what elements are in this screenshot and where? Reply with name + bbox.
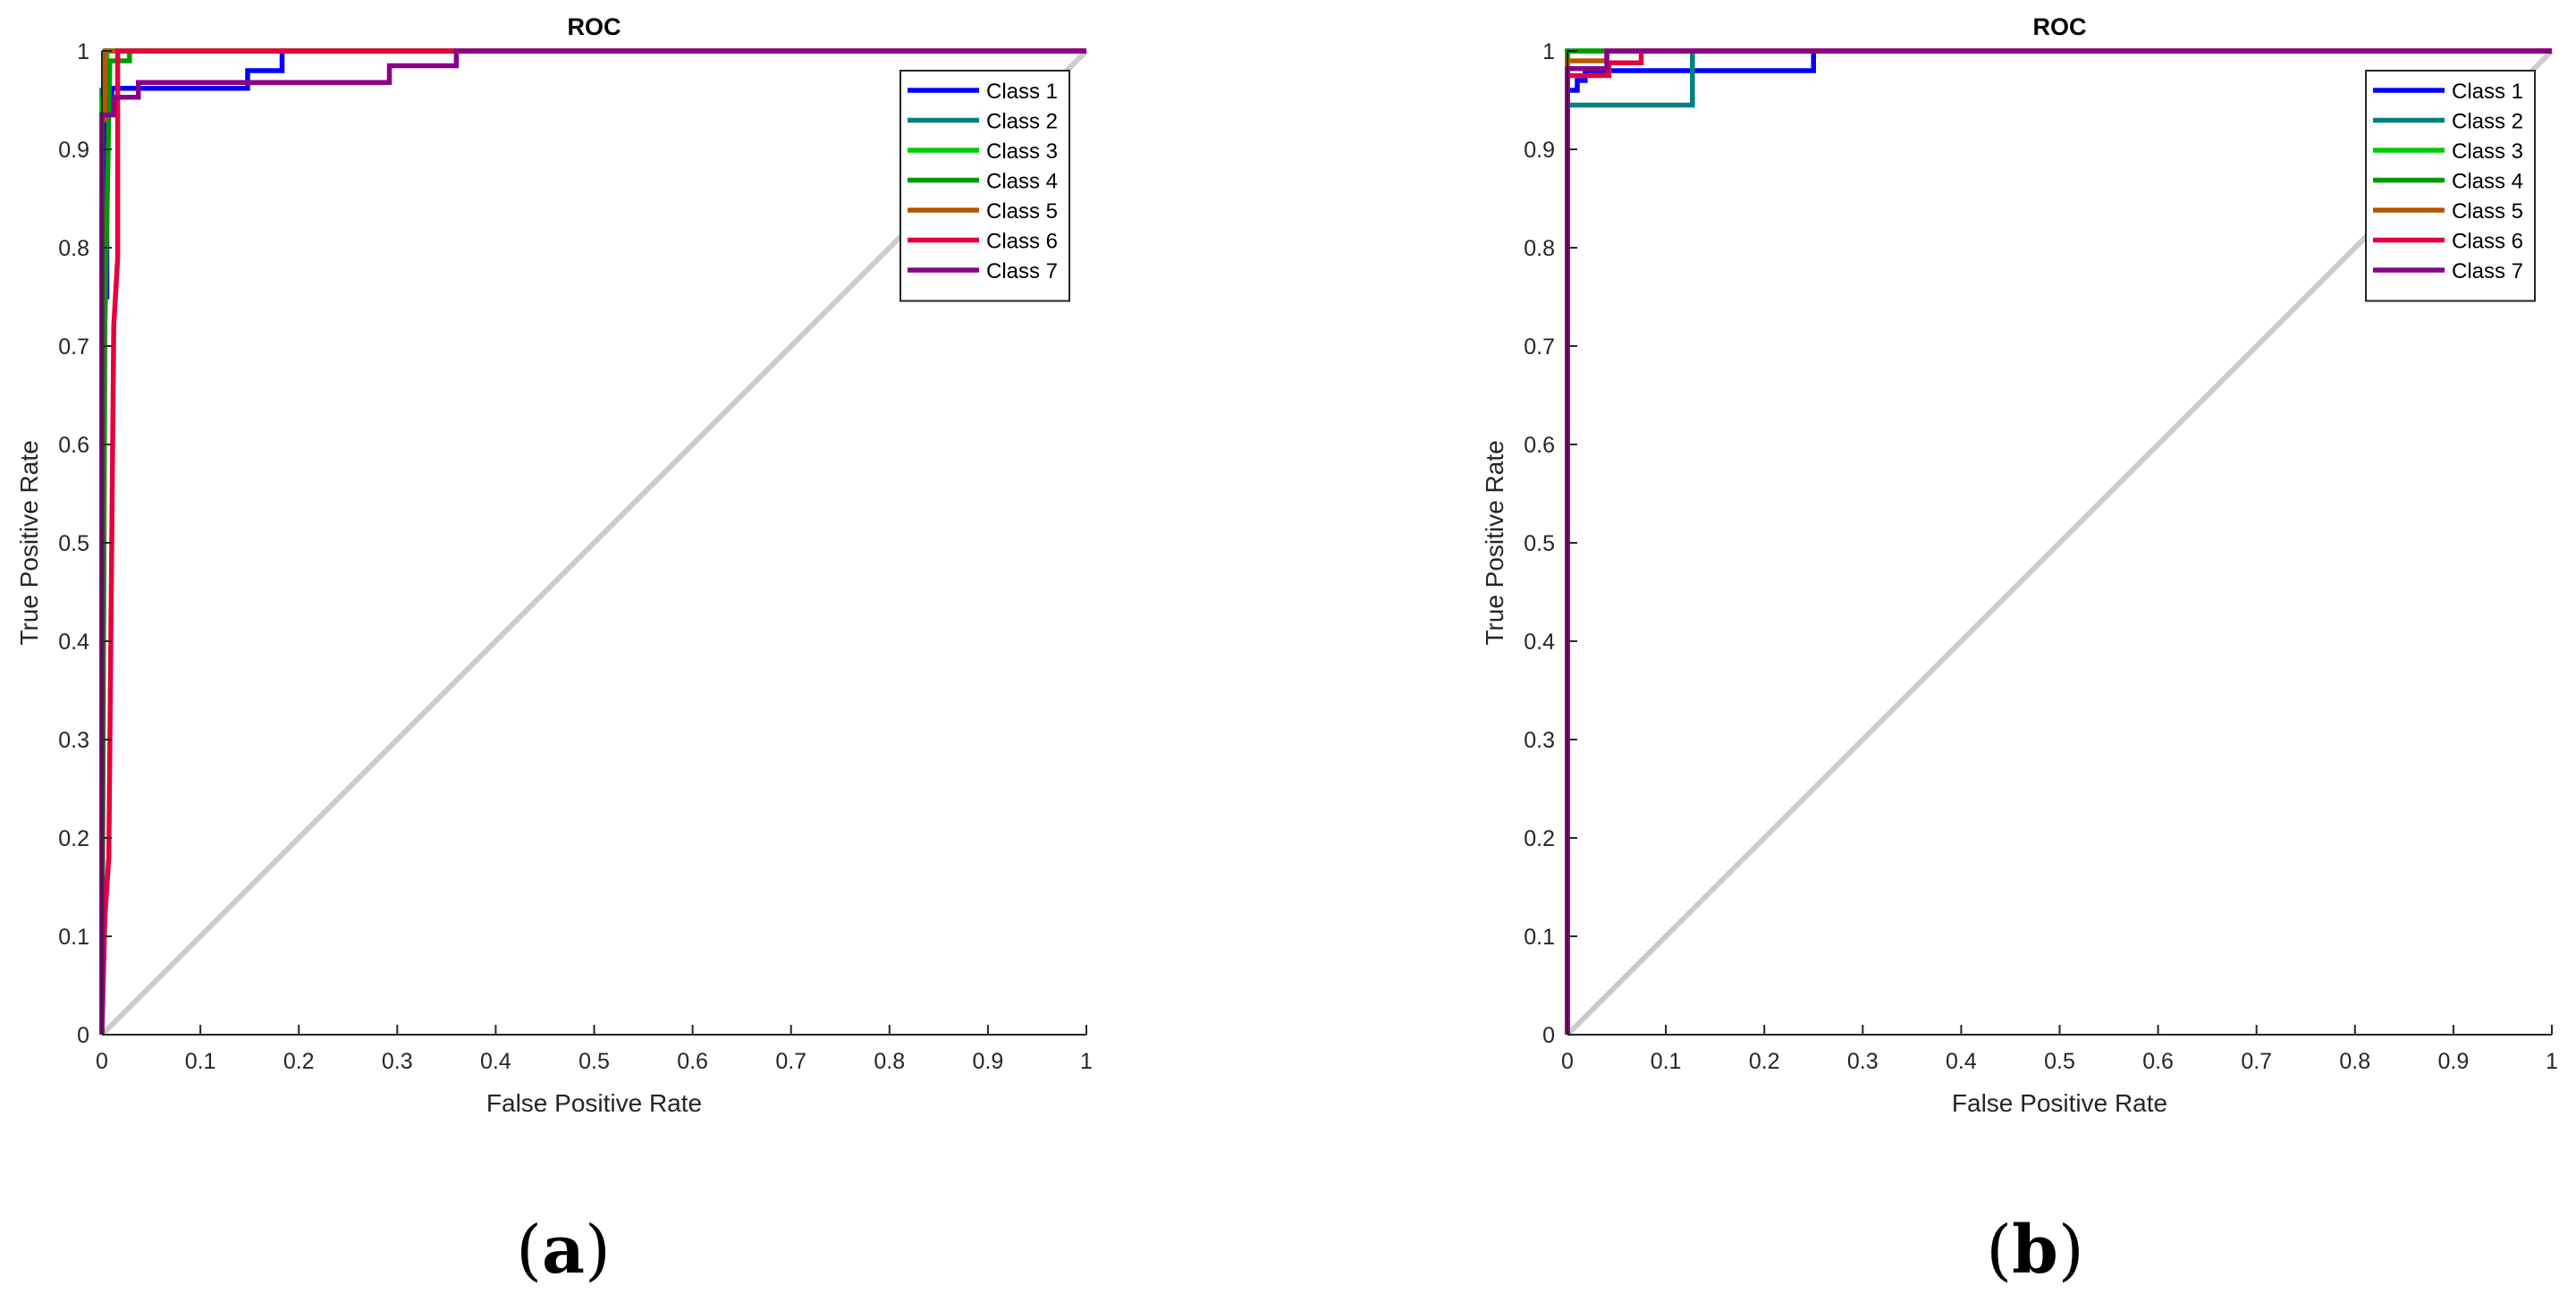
y-axis-label: True Positive Rate [15, 440, 43, 645]
x-tick-label: 0.4 [1946, 1049, 1977, 1074]
y-tick-label: 0.3 [1524, 728, 1555, 753]
y-tick-label: 0.4 [58, 630, 89, 655]
legend-entry: Class 7 [2452, 259, 2523, 283]
panel-b-label: b [2012, 1212, 2058, 1289]
legend-entry: Class 1 [2452, 80, 2523, 104]
x-tick-label: 0.6 [677, 1049, 708, 1074]
panel-b-caption: (b) [1986, 1212, 2084, 1289]
legend-entry: Class 2 [2452, 110, 2523, 134]
legend-box [899, 70, 1070, 302]
x-tick-label: 0.1 [1651, 1049, 1682, 1074]
x-tick-label: 0 [1561, 1049, 1574, 1074]
x-axis-label: False Positive Rate [486, 1089, 702, 1117]
y-tick-label: 0.1 [1524, 925, 1555, 950]
legend: Class 1 Class 2 Class 3 Class 4 Class 5 Class… [899, 70, 1070, 302]
x-tick-label: 0.7 [2241, 1049, 2272, 1074]
chart-title: ROC [2033, 13, 2087, 40]
roc-curve-class-1 [1565, 48, 2552, 1035]
roc-curve-class-7 [99, 48, 1086, 1035]
x-tick-label: 0.2 [1749, 1049, 1780, 1074]
y-tick-label: 1 [1542, 39, 1555, 64]
x-tick-label: 0.1 [185, 1049, 216, 1074]
roc-curve-class-6 [99, 48, 1086, 1036]
roc-panel-a: 0 0.1 0.2 0.3 0.4 0.5 0.6 0.7 0.8 0.9 1 0 0.1 0.2 0.3 0… [15, 13, 1093, 1117]
y-tick-label: 0.2 [58, 826, 89, 851]
y-tick-label: 1 [77, 39, 89, 64]
x-tick-label: 0.2 [283, 1049, 315, 1074]
y-tick-label: 0.6 [58, 433, 89, 458]
y-tick-label: 0.5 [1524, 531, 1555, 556]
y-tick-label: 0.3 [58, 728, 89, 753]
y-tick-label: 0 [77, 1023, 89, 1048]
legend-entry: Class 4 [986, 170, 1058, 194]
x-tick-label: 0.8 [2339, 1049, 2370, 1074]
x-tick-label: 0.9 [973, 1049, 1004, 1074]
panel-a-caption: (a) [516, 1212, 611, 1289]
y-tick-label: 0.4 [1524, 630, 1555, 655]
x-tick-label: 0.5 [579, 1049, 610, 1074]
legend-entry: Class 5 [986, 199, 1058, 224]
legend-entry: Class 5 [2452, 199, 2523, 224]
y-tick-label: 0.6 [1524, 433, 1555, 458]
y-axis-label: True Positive Rate [1481, 440, 1508, 645]
legend-entry: Class 2 [986, 110, 1058, 134]
x-tick-label: 0.3 [382, 1049, 413, 1074]
y-tick-label: 0.7 [58, 334, 89, 359]
legend: Class 1 Class 2 Class 3 Class 4 Class 5 Class… [2365, 70, 2536, 302]
x-tick-label: 0.4 [480, 1049, 511, 1074]
y-tick-label: 0.7 [1524, 334, 1555, 359]
panel-a-label: a [542, 1212, 585, 1289]
legend-entry: Class 3 [2452, 140, 2523, 164]
legend-entry: Class 6 [986, 230, 1058, 254]
legend-entry: Class 3 [986, 140, 1058, 164]
x-tick-label: 0.8 [874, 1049, 905, 1074]
x-tick-label: 1 [2546, 1049, 2558, 1074]
x-tick-label: 1 [1080, 1049, 1093, 1074]
y-tick-label: 0 [1542, 1023, 1555, 1048]
legend-box [2365, 70, 2536, 302]
x-axis-label: False Positive Rate [1952, 1089, 2167, 1117]
chart-title: ROC [568, 13, 621, 40]
legend-entry: Class 4 [2452, 170, 2523, 194]
y-tick-label: 0.5 [58, 531, 89, 556]
y-tick-label: 0.8 [58, 236, 89, 261]
legend-entry: Class 1 [986, 80, 1058, 104]
x-tick-label: 0.6 [2142, 1049, 2174, 1074]
x-tick-label: 0.5 [2044, 1049, 2075, 1074]
y-tick-label: 0.9 [1524, 138, 1555, 163]
legend-entry: Class 6 [2452, 230, 2523, 254]
y-tick-label: 0.1 [58, 925, 89, 950]
roc-panel-b: 0 0.1 0.2 0.3 0.4 0.5 0.6 0.7 0.8 0.9 1 0 0.1 0.2 0.3 0… [1481, 13, 2558, 1117]
x-tick-label: 0.7 [775, 1049, 807, 1074]
x-tick-label: 0.9 [2438, 1049, 2470, 1074]
x-tick-label: 0.3 [1847, 1049, 1879, 1074]
legend-entry: Class 7 [986, 259, 1058, 283]
x-tick-label: 0 [96, 1049, 108, 1074]
y-tick-label: 0.9 [58, 138, 89, 163]
y-tick-label: 0.2 [1524, 826, 1555, 851]
y-tick-label: 0.8 [1524, 236, 1555, 261]
